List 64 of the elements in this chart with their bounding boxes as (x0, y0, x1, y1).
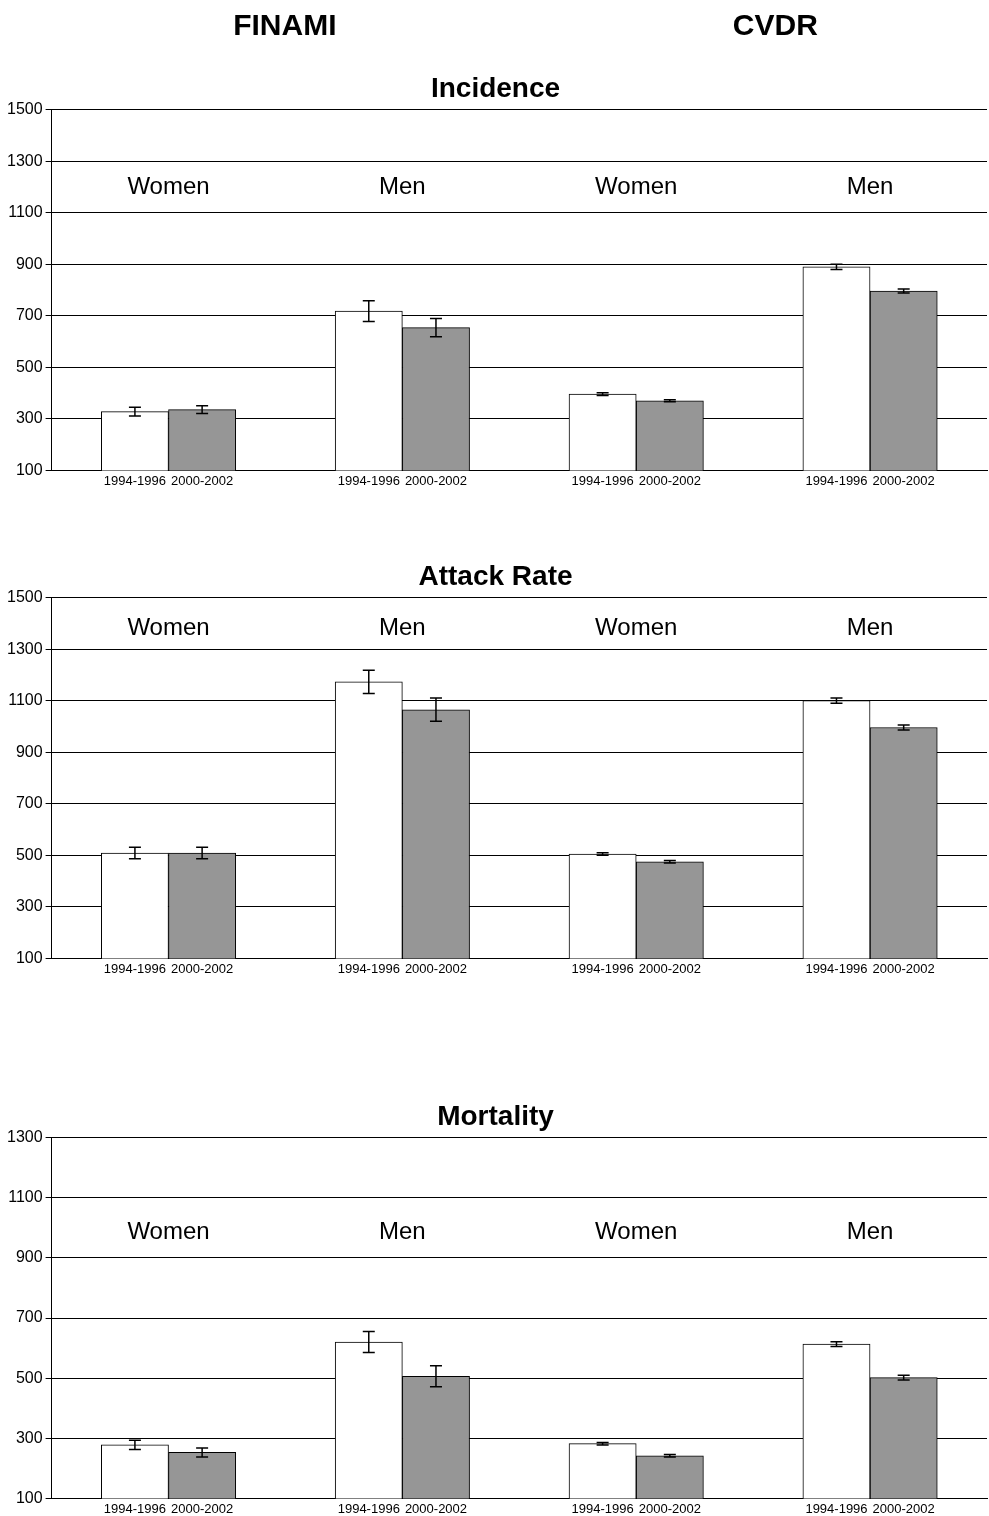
y-tick-label: 1500 (7, 588, 43, 606)
y-tick-label: 500 (15, 845, 43, 863)
x-tick-label: 1994-1996 (571, 960, 634, 976)
annotation: Women (127, 172, 210, 200)
chart-title: Mortality (437, 1099, 555, 1131)
x-tick-label: 2000-2002 (638, 960, 701, 976)
y-tick-label: 100 (15, 948, 43, 966)
x-tick-label: 1994-1996 (805, 472, 868, 488)
y-tick-label: 700 (15, 1308, 43, 1326)
y-tick-label: 1500 (7, 100, 43, 118)
chart-title: Attack Rate (418, 559, 573, 591)
y-tick-label: 300 (15, 409, 43, 427)
x-tick-label: 1994-1996 (103, 472, 167, 488)
x-tick-label: 1994-1996 (571, 472, 634, 488)
annotation: Men (846, 172, 894, 200)
y-tick-label: 1300 (7, 639, 43, 657)
annotation: Women (595, 613, 678, 641)
annotation: Women (595, 172, 678, 200)
x-tick-label: 2000-2002 (171, 472, 234, 488)
x-tick-label: 2000-2002 (872, 472, 935, 488)
annotation: Women (595, 1217, 678, 1245)
x-tick-label: 1994-1996 (337, 472, 400, 488)
text: CVDR (732, 8, 818, 42)
x-tick-label: 1994-1996 (571, 1500, 634, 1516)
annotation: Men (846, 613, 894, 641)
x-tick-label: 2000-2002 (404, 472, 468, 488)
y-tick-label: 900 (15, 742, 43, 760)
y-tick-label: 700 (15, 794, 43, 812)
annotation: Women (127, 1217, 210, 1245)
x-tick-label: 2000-2002 (171, 1500, 234, 1516)
y-tick-label: 1100 (8, 203, 43, 221)
x-tick-label: 1994-1996 (805, 1500, 868, 1516)
annotation: Men (846, 1217, 894, 1245)
x-tick-label: 2000-2002 (638, 472, 701, 488)
y-tick-label: 300 (15, 897, 43, 915)
x-tick-label: 2000-2002 (872, 1500, 935, 1516)
annotation: Men (379, 1217, 426, 1245)
chart-title: Incidence (430, 71, 561, 103)
y-tick-label: 700 (15, 306, 43, 324)
y-tick-label: 1300 (7, 1128, 43, 1146)
y-tick-label: 1100 (8, 1188, 43, 1206)
x-tick-label: 2000-2002 (171, 960, 234, 976)
y-tick-label: 500 (15, 357, 43, 375)
y-tick-label: 1300 (7, 151, 43, 169)
x-tick-label: 2000-2002 (404, 1500, 468, 1516)
text: FINAMI (233, 8, 337, 42)
annotation: Men (379, 613, 426, 641)
x-tick-label: 1994-1996 (103, 960, 167, 976)
y-tick-label: 100 (15, 460, 43, 478)
y-tick-label: 100 (15, 1488, 43, 1506)
x-tick-label: 2000-2002 (638, 1500, 701, 1516)
x-tick-label: 1994-1996 (103, 1500, 167, 1516)
y-tick-label: 900 (15, 1248, 43, 1266)
y-tick-label: 1100 (8, 691, 43, 709)
y-tick-label: 900 (15, 254, 43, 272)
x-tick-label: 1994-1996 (337, 1500, 400, 1516)
x-tick-label: 1994-1996 (337, 960, 400, 976)
x-tick-label: 1994-1996 (805, 960, 868, 976)
x-tick-label: 2000-2002 (872, 960, 935, 976)
annotation: Women (127, 613, 210, 641)
y-tick-label: 500 (15, 1368, 43, 1386)
x-tick-label: 2000-2002 (404, 960, 468, 976)
annotation: Men (379, 172, 426, 200)
y-tick-label: 300 (15, 1428, 43, 1446)
